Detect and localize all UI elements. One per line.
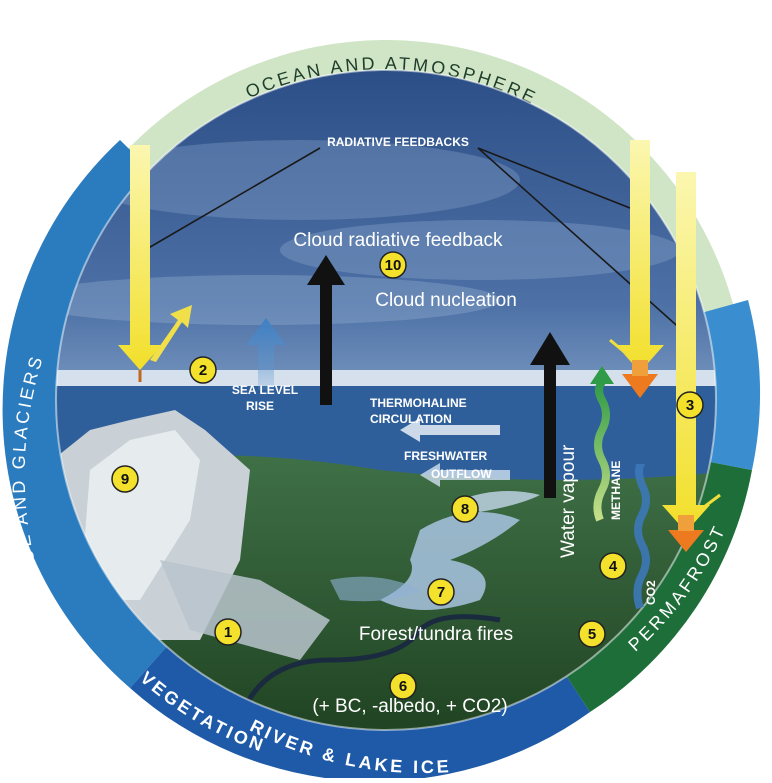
marker-number: 1 bbox=[224, 624, 232, 641]
label-thermohaline: THERMOHALINE bbox=[370, 396, 467, 410]
marker-number: 2 bbox=[199, 362, 207, 379]
label-sea-level: SEA LEVEL bbox=[232, 383, 298, 397]
marker-1: 1 bbox=[214, 618, 242, 646]
label-water-vapour: Water vapour bbox=[558, 444, 579, 558]
label-circulation: CIRCULATION bbox=[370, 412, 452, 426]
marker-3: 3 bbox=[676, 391, 704, 419]
marker-6: 6 bbox=[389, 672, 417, 700]
label-freshwater: FRESHWATER bbox=[404, 449, 487, 463]
marker-number: 3 bbox=[686, 397, 694, 414]
solar-radiation-arrows bbox=[118, 140, 721, 552]
marker-2: 2 bbox=[189, 356, 217, 384]
methane-arrow bbox=[590, 366, 614, 522]
co2-arrow bbox=[630, 446, 654, 610]
label-methane: METHANE bbox=[609, 461, 623, 520]
marker-5: 5 bbox=[578, 620, 606, 648]
river bbox=[237, 614, 501, 721]
label-forest-tundra-fires: Forest/tundra fires bbox=[359, 624, 513, 645]
label-co2: CO2 bbox=[644, 580, 658, 605]
label-cloud-nucleation: Cloud nucleation bbox=[375, 290, 517, 311]
thermohaline-arrow bbox=[400, 418, 500, 442]
label-radiative-feedbacks: RADIATIVE FEEDBACKS bbox=[327, 135, 469, 149]
black-arrows bbox=[307, 255, 570, 498]
lake bbox=[380, 512, 520, 610]
freshwater-arrow bbox=[420, 463, 510, 487]
marker-number: 5 bbox=[588, 626, 596, 643]
marker-number: 10 bbox=[385, 257, 402, 274]
marker-9: 9 bbox=[111, 465, 139, 493]
label-outflow: OUTFLOW bbox=[431, 467, 492, 481]
marker-number: 8 bbox=[461, 501, 469, 518]
marker-8: 8 bbox=[451, 495, 479, 523]
marker-number: 9 bbox=[121, 471, 129, 488]
label-cloud-radiative-feedback: Cloud radiative feedback bbox=[293, 230, 503, 251]
numbered-markers: 1 2 3 4 5 6 7 8 9 10 bbox=[111, 251, 704, 700]
marker-number: 7 bbox=[437, 584, 445, 601]
label-rise: RISE bbox=[246, 399, 274, 413]
marker-number: 6 bbox=[399, 678, 407, 695]
marker-4: 4 bbox=[599, 552, 627, 580]
marker-10: 10 bbox=[379, 251, 407, 279]
label-bc-albedo-co2: (+ BC, -albedo, + CO2) bbox=[312, 696, 507, 717]
marker-number: 4 bbox=[609, 558, 618, 575]
marker-7: 7 bbox=[427, 578, 455, 606]
sea-level-rise-arrow bbox=[246, 318, 286, 390]
glacier bbox=[160, 560, 330, 660]
